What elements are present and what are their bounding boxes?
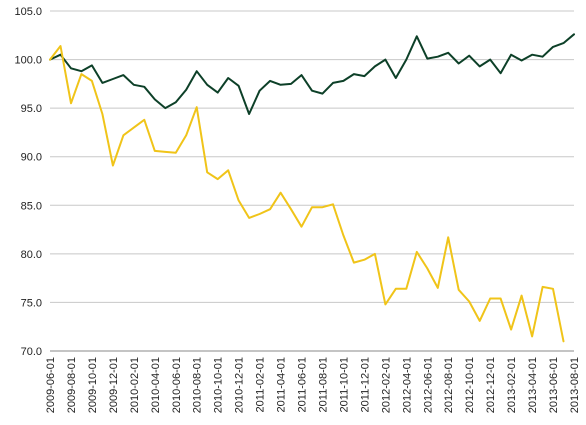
y-tick-label: 80.0 [21,249,42,261]
y-tick-label: 90.0 [21,152,42,164]
x-tick-label: 2010-10-01 [213,357,225,413]
x-tick-label: 2009-12-01 [108,357,120,413]
x-tick-label: 2010-12-01 [234,357,246,413]
x-tick-label: 2010-08-01 [192,357,204,413]
x-tick-label: 2012-02-01 [380,357,392,413]
x-tick-label: 2012-06-01 [422,357,434,413]
x-tick-label: 2009-06-01 [45,357,57,413]
x-tick-label: 2009-08-01 [66,357,78,413]
x-tick-label: 2011-08-01 [317,357,329,412]
x-tick-label: 2011-06-01 [297,357,309,412]
series-1-line [49,33,575,115]
x-tick-label: 2010-02-01 [129,357,141,413]
x-tick-label: 2012-12-01 [485,357,497,413]
y-tick-label: 105.0 [14,6,42,18]
x-axis-tick-labels: 2009-06-01 2009-08-01 2009-10-01 2009-12-01… [45,357,581,413]
series-lines [49,33,575,343]
series-2-line [49,45,565,343]
x-tick-label: 2013-02-01 [506,357,518,413]
y-tick-label: 75.0 [21,297,42,309]
x-tick-label: 2011-10-01 [338,357,350,412]
x-tick-label: 2011-02-01 [255,357,267,412]
y-tick-label: 70.0 [21,346,42,358]
y-axis-tick-labels: 70.0 75.0 80.0 85.0 90.0 95.0 100.0 105.0 [14,6,42,358]
grid-lines [50,10,574,303]
x-tick-label: 2011-04-01 [276,357,288,412]
x-tick-label: 2010-04-01 [150,357,162,413]
x-tick-label: 2011-12-01 [359,357,371,412]
x-tick-label: 2013-08-01 [569,357,581,413]
x-tick-label: 2012-10-01 [464,357,476,413]
x-tick-label: 2009-10-01 [87,357,99,413]
x-tick-label: 2013-06-01 [548,357,560,413]
y-tick-label: 95.0 [21,103,42,115]
x-tick-label: 2010-06-01 [171,357,183,413]
y-tick-label: 85.0 [21,200,42,212]
y-tick-label: 100.0 [14,55,42,67]
x-tick-label: 2012-08-01 [443,357,455,413]
x-tick-label: 2013-04-01 [527,357,539,413]
x-tick-label: 2012-04-01 [401,357,413,413]
